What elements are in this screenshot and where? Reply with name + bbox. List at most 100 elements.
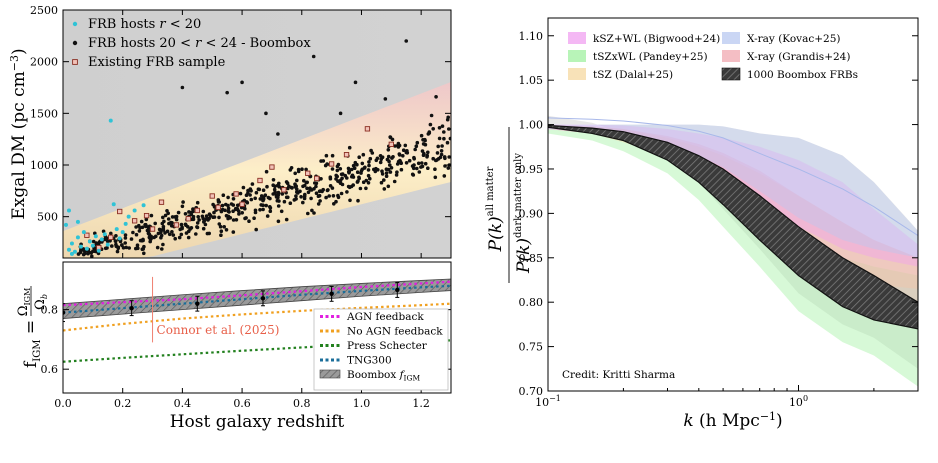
bright-host-point [75, 235, 80, 240]
x-axis-label: Host galaxy redshift [170, 412, 345, 432]
legend-sym: r [195, 36, 202, 51]
boombox-point [414, 144, 419, 148]
errorbar-point [63, 310, 66, 315]
bright-host-point [123, 221, 128, 226]
x-tick-label: 0.6 [233, 397, 251, 410]
boombox-point [195, 221, 200, 225]
boombox-point [224, 202, 228, 207]
boombox-point [364, 186, 368, 191]
boombox-point [355, 170, 360, 174]
boombox-point [338, 111, 343, 116]
existing-frb-point [149, 226, 156, 232]
boombox-point [394, 173, 399, 177]
boombox-point [131, 230, 135, 235]
y-tick-label: 0.90 [519, 207, 544, 220]
boombox-point [295, 178, 299, 183]
boombox-point [129, 237, 134, 241]
boombox-point [349, 167, 354, 172]
boombox-point [265, 214, 270, 218]
legend-text: < 20 [166, 17, 202, 32]
boombox-point [379, 157, 384, 161]
boombox-point [396, 141, 401, 146]
boombox-point [187, 210, 191, 214]
boombox-point [382, 187, 387, 191]
boombox-point [249, 197, 254, 202]
boombox-point [386, 184, 391, 189]
boombox-point [174, 214, 179, 219]
boombox-point [135, 243, 140, 247]
right-legend: kSZ+WL (Bigwood+24) tSZxWL (Pandey+25) tSZ… [568, 32, 858, 81]
y-label-num-sub: IGM [23, 288, 32, 306]
boombox-point [340, 182, 345, 187]
boombox-point [195, 225, 200, 230]
y-axis-label: Exgal DM (pc cm−3) [8, 48, 30, 219]
x-tick-label: 0.8 [293, 397, 311, 410]
boombox-point [380, 172, 385, 176]
legend-text: AGN feedback [346, 311, 424, 323]
boombox-point [152, 235, 156, 240]
boombox-point [161, 242, 165, 247]
boombox-point [218, 224, 223, 229]
boombox-point [296, 167, 301, 172]
y-label-sub: IGM [32, 340, 43, 362]
boombox-point [157, 227, 162, 232]
bright-host-point [114, 227, 119, 232]
credit-label: Credit: Kritti Sharma [562, 369, 675, 381]
y-tick-label: 2500 [30, 4, 58, 17]
boombox-point [277, 199, 281, 203]
legend-label: 1000 Boombox FRBs [747, 69, 858, 81]
y-tick-label: 1000 [30, 159, 58, 172]
boombox-point [359, 171, 363, 175]
boombox-point [268, 209, 273, 213]
boombox-point [293, 171, 298, 176]
boombox-point [429, 113, 434, 118]
y-tick-label: 1.00 [519, 119, 544, 132]
boombox-point [173, 236, 177, 241]
boombox-point [448, 136, 451, 141]
boombox-point [244, 216, 248, 220]
boombox-point [271, 183, 276, 187]
boombox-point [436, 157, 441, 161]
boombox-point [147, 232, 152, 237]
bright-host-point [117, 236, 122, 241]
existing-frb-point [173, 222, 180, 228]
boombox-point [204, 214, 209, 218]
existing-frb-point [314, 175, 320, 182]
boombox-point [336, 193, 340, 198]
boombox-point [203, 222, 208, 227]
plot-area [548, 18, 918, 391]
y-axis-label: fIGM =ΩIGM Ωb [16, 286, 49, 368]
boombox-point [127, 246, 131, 250]
existing-frb-point [233, 191, 239, 197]
boombox-point [395, 170, 399, 174]
boombox-point [397, 153, 402, 157]
legend-swatch [568, 32, 586, 44]
boombox-point [284, 180, 289, 184]
boombox-point [219, 209, 224, 214]
boombox-point [217, 222, 222, 226]
boombox-point [228, 216, 233, 220]
boombox-point [434, 158, 438, 163]
boombox-point [306, 190, 311, 195]
bright-host-point [66, 208, 71, 213]
legend-text: < 24 - Boombox [201, 36, 311, 51]
boombox-point [123, 233, 128, 237]
x-tick-label: 0.2 [114, 397, 132, 410]
boombox-point [398, 160, 403, 164]
power-spectrum-panel: 0.700.750.800.850.900.951.001.051.1010−1… [485, 17, 919, 431]
legend-label: AGN feedback [346, 311, 424, 323]
boombox-point [276, 219, 281, 224]
x-tick-label: 100 [789, 394, 808, 409]
boombox-point [362, 166, 367, 170]
model-line [63, 284, 451, 314]
boombox-point [240, 80, 244, 85]
bright-host-point [72, 249, 77, 254]
boombox-point [222, 225, 226, 229]
boombox-point [244, 200, 249, 204]
boombox-point [318, 199, 322, 203]
boombox-point [419, 133, 424, 138]
boombox-point [136, 246, 140, 251]
boombox-point [221, 193, 226, 197]
boombox-point [439, 152, 444, 157]
